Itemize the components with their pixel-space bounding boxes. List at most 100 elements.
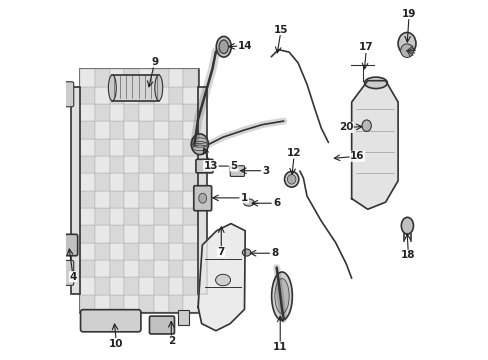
Polygon shape <box>198 224 244 331</box>
Bar <box>154 121 168 139</box>
Bar <box>109 104 124 121</box>
Ellipse shape <box>198 193 206 203</box>
Bar <box>183 139 198 156</box>
Text: 9: 9 <box>151 57 158 67</box>
Text: 20: 20 <box>338 122 352 132</box>
Text: 10: 10 <box>109 338 123 348</box>
Bar <box>112 75 159 101</box>
Bar <box>109 243 124 260</box>
Bar <box>80 208 95 225</box>
Text: 5: 5 <box>230 161 237 171</box>
Bar <box>183 208 198 225</box>
Bar <box>95 295 109 312</box>
Bar <box>154 208 168 225</box>
Bar <box>183 191 198 208</box>
Bar <box>109 156 124 174</box>
Bar <box>89 310 100 325</box>
Ellipse shape <box>400 44 413 58</box>
Bar <box>109 87 124 104</box>
Bar <box>109 260 124 278</box>
Bar <box>109 69 124 87</box>
Bar <box>80 87 95 104</box>
Bar <box>80 243 95 260</box>
Bar <box>183 225 198 243</box>
Bar <box>183 104 198 121</box>
Bar <box>183 295 198 312</box>
Bar <box>80 295 95 312</box>
Bar <box>80 278 95 295</box>
Bar <box>168 121 183 139</box>
Bar <box>139 104 154 121</box>
Ellipse shape <box>364 77 386 89</box>
Bar <box>168 191 183 208</box>
Ellipse shape <box>274 279 288 314</box>
Bar <box>154 295 168 312</box>
Ellipse shape <box>155 75 163 101</box>
Text: 15: 15 <box>273 25 288 35</box>
Bar <box>80 69 95 87</box>
Bar <box>168 174 183 191</box>
Bar <box>95 191 109 208</box>
Bar <box>178 310 189 325</box>
Bar <box>139 69 154 87</box>
Bar <box>139 191 154 208</box>
Bar <box>124 225 139 243</box>
Bar <box>95 278 109 295</box>
Text: 12: 12 <box>286 148 301 158</box>
Bar <box>183 121 198 139</box>
Bar <box>183 69 198 87</box>
Ellipse shape <box>287 175 295 184</box>
Ellipse shape <box>215 274 230 286</box>
Bar <box>168 260 183 278</box>
FancyBboxPatch shape <box>149 316 174 334</box>
Bar <box>124 208 139 225</box>
Bar <box>139 87 154 104</box>
Ellipse shape <box>401 217 413 234</box>
FancyBboxPatch shape <box>60 234 78 256</box>
Bar <box>124 174 139 191</box>
Bar <box>109 278 124 295</box>
Bar <box>109 121 124 139</box>
Ellipse shape <box>108 75 116 101</box>
Bar <box>95 121 109 139</box>
Bar <box>95 156 109 174</box>
Bar <box>124 278 139 295</box>
Bar <box>80 174 95 191</box>
Bar <box>154 156 168 174</box>
Bar <box>139 139 154 156</box>
FancyBboxPatch shape <box>81 310 141 332</box>
Bar <box>95 174 109 191</box>
Bar <box>124 87 139 104</box>
Bar <box>168 69 183 87</box>
Bar <box>109 225 124 243</box>
Ellipse shape <box>271 272 292 320</box>
Bar <box>154 260 168 278</box>
Bar <box>95 104 109 121</box>
Bar <box>139 208 154 225</box>
Bar <box>154 174 168 191</box>
Bar <box>71 87 80 294</box>
Bar <box>168 87 183 104</box>
Bar <box>168 156 183 174</box>
Ellipse shape <box>219 40 228 54</box>
Bar <box>168 139 183 156</box>
Ellipse shape <box>242 249 250 256</box>
Bar <box>154 243 168 260</box>
Text: 19: 19 <box>401 9 416 19</box>
Text: 17: 17 <box>358 42 373 53</box>
Bar <box>95 87 109 104</box>
Bar <box>168 295 183 312</box>
Text: 11: 11 <box>272 342 287 352</box>
Bar <box>109 174 124 191</box>
Text: 14: 14 <box>237 41 252 51</box>
Bar <box>154 191 168 208</box>
FancyBboxPatch shape <box>62 82 74 107</box>
Bar <box>124 69 139 87</box>
Bar <box>124 295 139 312</box>
Bar <box>80 121 95 139</box>
Bar <box>168 208 183 225</box>
FancyBboxPatch shape <box>196 159 213 173</box>
Text: 8: 8 <box>271 248 278 258</box>
Bar <box>154 69 168 87</box>
Text: 3: 3 <box>262 166 269 176</box>
